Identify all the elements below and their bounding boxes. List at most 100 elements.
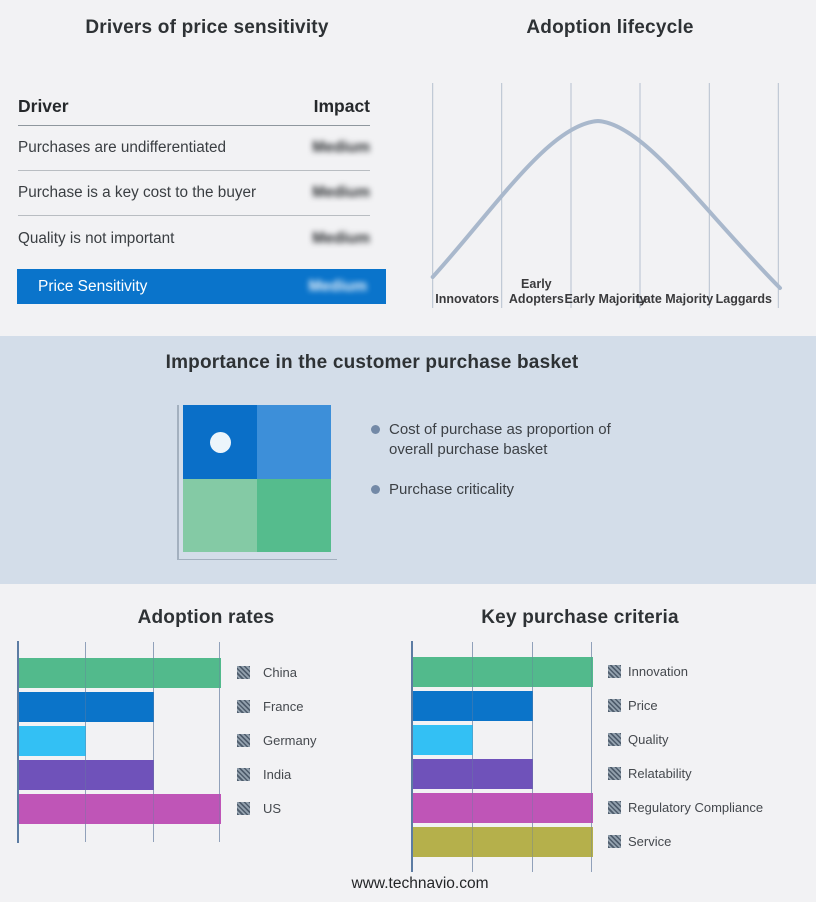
bullet-dot-icon [371, 485, 380, 494]
gridline [591, 642, 592, 872]
hatch-swatch-icon [237, 802, 250, 815]
adoption-rates-legend: China France Germany India US [237, 642, 407, 842]
quadrant-top-left [183, 405, 257, 479]
bar-regulatory-compliance [413, 793, 593, 823]
bell-curve-line [430, 118, 782, 290]
basket-bullet-1: Cost of purchase as proportion of overal… [371, 420, 641, 459]
bar-relatability [413, 759, 533, 789]
footer-url: www.technavio.com [351, 875, 489, 892]
impact-cell: Medium [312, 184, 370, 201]
key-purchase-criteria-legend: Innovation Price Quality Relatability Regula… [608, 642, 816, 872]
legend-label: Service [628, 834, 672, 849]
bar-china [19, 658, 221, 688]
hatch-swatch-icon [237, 666, 250, 679]
basket-bullet-2: Purchase criticality [371, 480, 641, 500]
quadrant-top-right [257, 405, 331, 479]
gridline-overlay [153, 642, 154, 842]
quadrant-x-axis [177, 558, 337, 560]
hatch-swatch-icon [608, 733, 621, 746]
legend-item-china: China [237, 665, 297, 680]
impact-cell: Medium [312, 139, 370, 156]
table-header-rule [18, 125, 370, 126]
legend-item-us: US [237, 801, 281, 816]
impact-cell: Medium [312, 229, 370, 247]
bar-germany [19, 726, 86, 756]
purchase-basket-band: Importance in the customer purchase bask… [0, 336, 816, 584]
hatch-swatch-icon [237, 768, 250, 781]
gridline-overlay [219, 642, 220, 842]
lifecycle-stage-label-late-majority: Late Majority [636, 292, 714, 307]
adoption-rates-title: Adoption rates [137, 607, 275, 628]
hatch-swatch-icon [608, 835, 621, 848]
driver-row-purchases-are-undifferentiated: Purchases are undifferentiated Medium [18, 126, 370, 171]
bullet-text: Purchase criticality [389, 481, 515, 498]
bar-quality [413, 725, 473, 755]
gridline [219, 642, 220, 842]
hatch-swatch-icon [237, 734, 250, 747]
criteria-y-axis [411, 641, 413, 872]
legend-label: Quality [628, 732, 669, 747]
legend-label: Innovation [628, 664, 688, 679]
gridline [472, 642, 473, 872]
legend-label: US [263, 801, 282, 816]
legend-item-price: Price [608, 698, 658, 713]
gridline-overlay [532, 642, 533, 872]
adoption-rates-y-axis [17, 641, 19, 843]
lifecycle-stage-label-innovators: Innovators [435, 292, 500, 307]
gridline-overlay [472, 642, 473, 872]
highlight-row-label: Price Sensitivity [38, 277, 148, 295]
driver-cell: Purchases are undifferentiated [18, 139, 227, 156]
gridline-overlay [591, 642, 592, 872]
quadrant-bottom-left [183, 478, 257, 552]
bar-india [19, 760, 154, 790]
driver-column-header: Driver [18, 96, 69, 116]
legend-label: Regulatory Compliance [628, 800, 764, 815]
driver-row-purchase-is-a-key-cost-to-the-buyer: Purchase is a key cost to the buyer Mediu… [18, 171, 370, 216]
adoption-rates-chart [18, 642, 221, 842]
legend-item-germany: Germany [237, 733, 316, 748]
adoption-lifecycle-chart: Innovators Early Adopters Early Majority La… [408, 75, 804, 315]
hatch-swatch-icon [237, 700, 250, 713]
position-marker-dot [210, 432, 231, 453]
legend-label: Relatability [628, 766, 692, 781]
gridline [153, 642, 154, 842]
legend-label: France [263, 699, 304, 714]
legend-item-quality: Quality [608, 732, 668, 747]
legend-item-france: France [237, 699, 303, 714]
quadrant-y-axis [177, 405, 179, 560]
drivers-table-header: Driver Impact [18, 96, 370, 117]
price-sensitivity-highlight-row: Price Sensitivity Medium [17, 269, 386, 304]
purchase-basket-title: Importance in the customer purchase bask… [165, 352, 579, 373]
legend-label: India [263, 767, 292, 782]
legend-label: Price [628, 698, 658, 713]
lifecycle-panel-title: Adoption lifecycle [526, 17, 694, 38]
highlight-row-impact-value: Medium [308, 277, 367, 295]
legend-item-regulatory-compliance: Regulatory Compliance [608, 800, 763, 815]
driver-row-quality-is-not-important: Quality is not important Medium [18, 216, 370, 261]
bar-service [413, 827, 593, 857]
legend-item-service: Service [608, 834, 671, 849]
purchase-basket-quadrant [183, 405, 331, 552]
drivers-panel-title: Drivers of price sensitivity [85, 17, 329, 38]
gridline-overlay [85, 642, 86, 842]
hatch-swatch-icon [608, 801, 621, 814]
bar-innovation [413, 657, 593, 687]
lifecycle-stage-label-early-adopters: Early Adopters [508, 276, 564, 307]
hatch-swatch-icon [608, 665, 621, 678]
bar-france [19, 692, 154, 722]
bullet-dot-icon [371, 425, 380, 434]
legend-item-india: India [237, 767, 291, 782]
hatch-swatch-icon [608, 699, 621, 712]
hatch-swatch-icon [608, 767, 621, 780]
bar-price [413, 691, 533, 721]
gridline [532, 642, 533, 872]
legend-label: Germany [263, 733, 317, 748]
lifecycle-curve-svg [430, 83, 782, 308]
key-purchase-criteria-chart [412, 642, 593, 872]
bullet-text: Cost of purchase as proportion of overal… [389, 421, 611, 458]
legend-item-innovation: Innovation [608, 664, 688, 679]
driver-cell: Purchase is a key cost to the buyer [18, 184, 257, 201]
drivers-table-body: Purchases are undifferentiated Medium Purc… [18, 126, 370, 261]
legend-item-relatability: Relatability [608, 766, 692, 781]
